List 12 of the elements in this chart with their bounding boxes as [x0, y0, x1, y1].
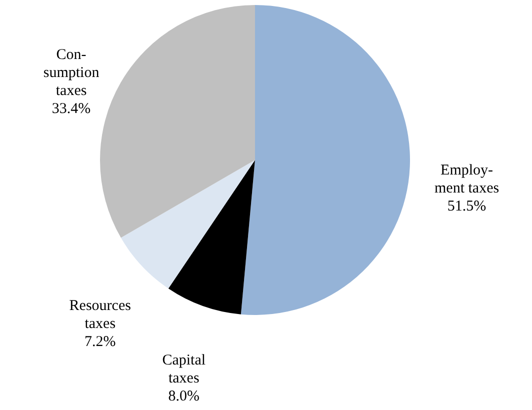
pie-slice: [168, 160, 255, 314]
pie-slice: [120, 160, 255, 289]
slice-label: Employ- ment taxes: [434, 162, 500, 197]
data-label: 7.2%: [84, 334, 116, 350]
data-label: 8.0%: [168, 388, 200, 405]
slice-label: Resources taxes: [69, 298, 132, 332]
pie-slice: [100, 5, 255, 238]
slice-label: Capital taxes: [162, 352, 206, 387]
data-label: 33.4%: [52, 101, 91, 118]
data-label: 51.5%: [447, 198, 486, 215]
pie-slice: [240, 5, 410, 315]
slice-label: Con- sumption taxes: [43, 47, 100, 100]
